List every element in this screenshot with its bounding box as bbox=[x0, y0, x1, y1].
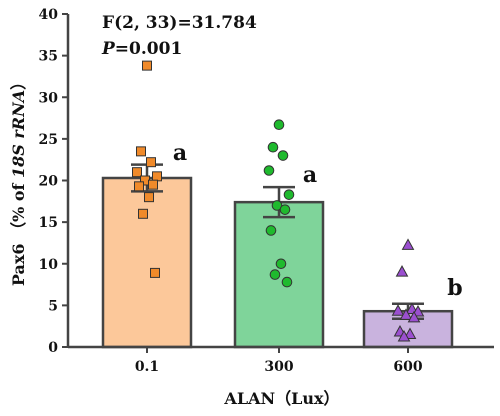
x-tick-label-300: 300 bbox=[264, 359, 293, 375]
point-300-1 bbox=[267, 141, 279, 153]
y-tick-label-25: 25 bbox=[39, 132, 58, 148]
point-0.1-1 bbox=[136, 146, 146, 157]
y-tick-label-5: 5 bbox=[48, 298, 58, 314]
point-300-4 bbox=[283, 189, 295, 200]
point-300-6 bbox=[279, 204, 291, 215]
stat-p-value: =0.001 bbox=[115, 39, 182, 59]
x-tick-label-600: 600 bbox=[393, 359, 422, 375]
point-300-9 bbox=[269, 269, 281, 280]
y-ticks-layer: 0 5 10 15 20 25 30 35 40 bbox=[39, 7, 68, 356]
point-0.1-9 bbox=[138, 208, 148, 219]
y-tick-label-10: 10 bbox=[39, 257, 59, 273]
significance-letter-0.1: a bbox=[173, 140, 187, 166]
point-0.1-0 bbox=[142, 60, 152, 71]
point-300-3 bbox=[263, 165, 275, 176]
point-0.1-8 bbox=[144, 192, 154, 203]
y-tick-label-35: 35 bbox=[39, 49, 58, 65]
point-0.1-7 bbox=[134, 181, 144, 192]
x-tick-label-0.1: 0.1 bbox=[135, 359, 159, 375]
y-tick-label-40: 40 bbox=[39, 7, 59, 23]
y-axis-title: Pax6 （% of 18S rRNA） bbox=[9, 74, 28, 286]
point-300-0 bbox=[273, 119, 285, 131]
y-tick-label-0: 0 bbox=[48, 340, 58, 356]
point-600-9 bbox=[397, 329, 411, 342]
point-0.1-6 bbox=[148, 179, 158, 190]
significance-letter-600: b bbox=[447, 275, 462, 301]
bar-0.1 bbox=[101, 176, 193, 349]
point-600-5 bbox=[399, 308, 413, 320]
point-600-6 bbox=[407, 310, 421, 323]
y-axis-title-italic: 18S rRNA bbox=[9, 90, 28, 178]
point-600-3 bbox=[391, 304, 405, 316]
point-0.1-3 bbox=[132, 167, 142, 178]
stat-p-text: P=0.001 bbox=[101, 39, 182, 59]
y-tick-label-20: 20 bbox=[39, 174, 59, 190]
significance-letters-layer: a a b bbox=[173, 140, 463, 301]
point-300-10 bbox=[281, 276, 293, 288]
point-0.1-2 bbox=[146, 157, 156, 168]
y-axis-title-prefix: Pax6 （% of bbox=[9, 178, 28, 286]
point-300-8 bbox=[275, 258, 287, 270]
y-tick-label-30: 30 bbox=[39, 90, 59, 106]
point-0.1-10 bbox=[150, 267, 160, 278]
x-tick-labels-layer: 0.1 300 600 bbox=[135, 347, 423, 375]
stat-f-text: F(2, 33)=31.784 bbox=[102, 13, 257, 33]
significance-letter-300: a bbox=[303, 162, 317, 188]
y-axis-title-suffix: ） bbox=[9, 74, 28, 90]
point-300-2 bbox=[277, 150, 289, 161]
points-layer bbox=[132, 60, 425, 342]
stat-p-italic: P bbox=[101, 39, 116, 59]
point-0.1-4 bbox=[152, 171, 162, 182]
point-600-0 bbox=[401, 238, 415, 250]
y-tick-label-15: 15 bbox=[39, 215, 58, 231]
x-axis-title: ALAN（Lux） bbox=[223, 389, 339, 408]
point-300-7 bbox=[265, 225, 277, 236]
point-600-1 bbox=[395, 265, 409, 277]
